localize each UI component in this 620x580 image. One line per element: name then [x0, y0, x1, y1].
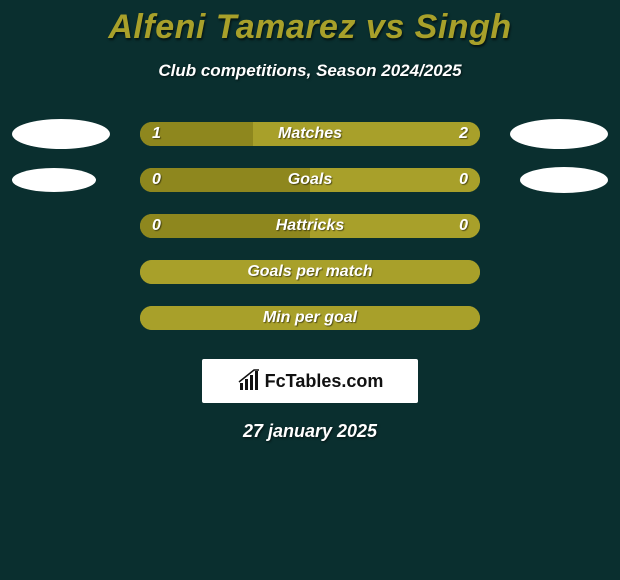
- page-title: Alfeni Tamarez vs Singh: [0, 0, 620, 47]
- player-right-icon: [510, 119, 608, 149]
- logo-text-right: Tables.com: [286, 371, 384, 391]
- logo-box: FcTables.com: [202, 359, 418, 403]
- logo-text: FcTables.com: [265, 371, 384, 392]
- stat-row: 00Hattricks: [0, 203, 620, 249]
- player-left-icon: [12, 119, 110, 149]
- stat-bar: 00Hattricks: [140, 214, 480, 238]
- subtitle: Club competitions, Season 2024/2025: [0, 61, 620, 81]
- date-text: 27 january 2025: [0, 421, 620, 442]
- stat-bar: 00Goals: [140, 168, 480, 192]
- stat-row: Min per goal: [0, 295, 620, 341]
- stat-bar: 12Matches: [140, 122, 480, 146]
- stat-bar: Min per goal: [140, 306, 480, 330]
- stat-label: Hattricks: [140, 214, 480, 238]
- stat-label: Goals per match: [140, 260, 480, 284]
- stat-label: Matches: [140, 122, 480, 146]
- stat-row: 12Matches: [0, 111, 620, 157]
- stat-label: Goals: [140, 168, 480, 192]
- stat-bar: Goals per match: [140, 260, 480, 284]
- bar-chart-icon: [237, 369, 261, 393]
- player-right-icon: [520, 167, 608, 193]
- stat-row: Goals per match: [0, 249, 620, 295]
- stats-card: Alfeni Tamarez vs Singh Club competition…: [0, 0, 620, 580]
- stat-row: 00Goals: [0, 157, 620, 203]
- stat-rows: 12Matches 00Goals 00Hattricks Goals per mat…: [0, 111, 620, 341]
- player-left-icon: [12, 168, 96, 192]
- logo-text-left: Fc: [265, 371, 286, 391]
- stat-label: Min per goal: [140, 306, 480, 330]
